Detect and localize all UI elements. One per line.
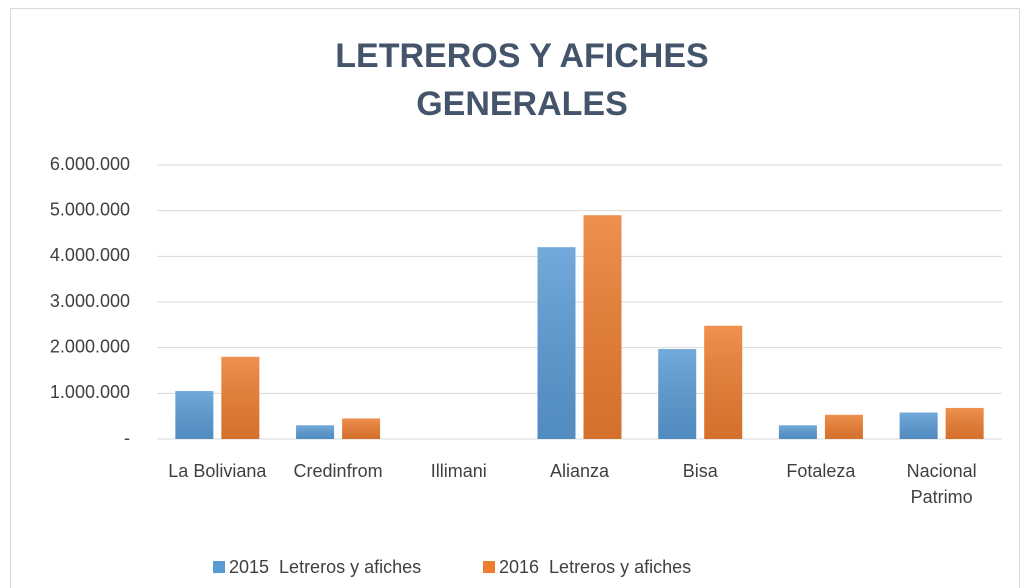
bar-shade	[221, 356, 260, 439]
x-tick-label: Alianza	[549, 461, 610, 481]
bar-shade	[899, 412, 938, 439]
y-tick-label: 5.000.000	[50, 199, 130, 219]
y-tick-label: 2.000.000	[50, 336, 130, 356]
bar-shade	[658, 349, 697, 439]
y-tick-label: 4.000.000	[50, 245, 130, 265]
legend-label: 2015 Letreros y afiches	[229, 557, 421, 577]
bar-shade	[342, 418, 381, 439]
bar-shade	[824, 414, 863, 439]
bar-shade	[296, 425, 335, 439]
x-tick-label: La Boliviana	[168, 461, 267, 481]
chart-title: GENERALES	[416, 85, 628, 123]
x-tick-label: Nacional Patrimo	[906, 461, 977, 507]
chart-title: LETREROS Y AFICHES	[335, 37, 708, 75]
legend-swatch	[213, 561, 225, 573]
y-tick-label: 3.000.000	[50, 291, 130, 311]
y-tick-label: 1.000.000	[50, 382, 130, 402]
bar-shade	[945, 407, 984, 439]
y-tick-label: 6.000.000	[50, 154, 130, 174]
bar-shade	[583, 215, 622, 439]
x-tick-label: Fotaleza	[786, 461, 856, 481]
x-tick-label: Credinfrom	[293, 461, 383, 481]
bar-shade	[175, 391, 214, 439]
bar-shade	[537, 247, 576, 439]
bar-shade	[704, 325, 743, 439]
bar-shade	[778, 425, 817, 439]
x-tick-label: Bisa	[682, 461, 718, 481]
x-tick-label: Illimani	[430, 461, 487, 481]
legend-label: 2016 Letreros y afiches	[499, 557, 691, 577]
y-tick-label: -	[124, 428, 130, 448]
legend-swatch	[483, 561, 495, 573]
chart-border	[10, 8, 1020, 588]
